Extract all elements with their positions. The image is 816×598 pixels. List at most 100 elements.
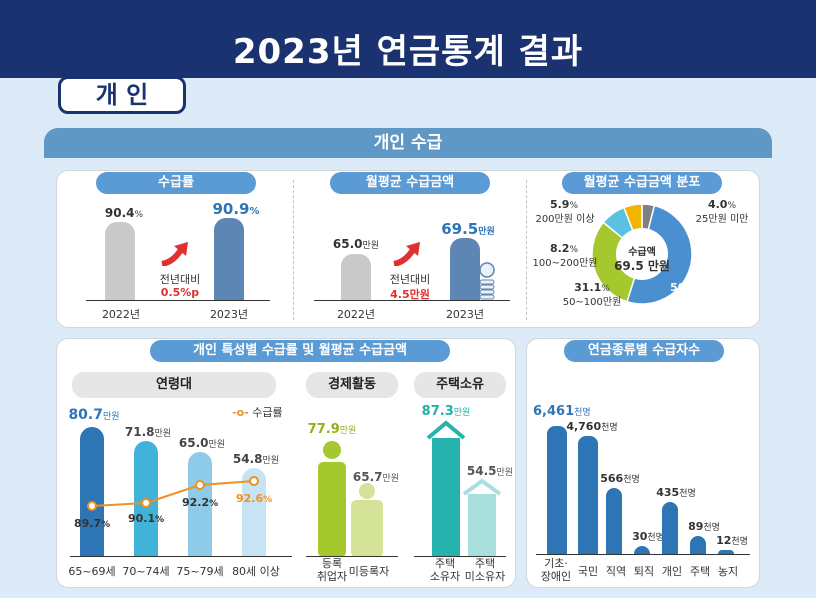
- type-cat-occupational: 직역: [605, 565, 627, 578]
- type-bar: [718, 550, 734, 554]
- rate-label-75: 92.2%: [182, 496, 219, 509]
- age-value-label: 65.0만원: [178, 436, 226, 450]
- econ-cat-unregistered: 미등록자: [348, 565, 390, 578]
- baseline: [536, 554, 750, 555]
- age-cat-65: 65~69세: [68, 565, 116, 578]
- amount-compare-value: 4.5만원: [390, 288, 430, 301]
- baseline: [70, 556, 292, 557]
- up-arrow-icon: [393, 242, 420, 266]
- type-cat-retirement: 퇴직: [633, 565, 655, 578]
- type-bar: [662, 502, 678, 554]
- header-banner: [0, 0, 816, 78]
- page-title: 2023년 연금통계 결과: [232, 32, 584, 72]
- coin-stack-icon: [479, 262, 495, 300]
- amount-bar-2023: [450, 238, 480, 300]
- employed-person-icon: [318, 441, 346, 557]
- amount-2023-label: 69.5만원: [441, 220, 495, 238]
- amount-2022-label: 65.0만원: [332, 237, 380, 251]
- distribution-donut: [591, 203, 693, 305]
- age-cat-75: 75~79세: [176, 565, 224, 578]
- type-value-label: 566천명: [600, 472, 640, 485]
- amount-cat-2023: 2023년: [445, 308, 485, 321]
- rate-line: [87, 476, 259, 511]
- amount-cat-2022: 2022년: [336, 308, 376, 321]
- pie-label-under25: 4.0%: [707, 198, 737, 211]
- type-value-label: 89천명: [688, 520, 720, 533]
- type-value-label: 12천명: [716, 534, 748, 547]
- econ-label-employed: 77.9만원: [307, 422, 357, 437]
- rate-label-65: 89.7%: [74, 517, 111, 530]
- type-value-label: 6,461천명: [533, 404, 591, 419]
- rate-compare-label: 전년대비: [159, 273, 201, 286]
- baseline: [86, 300, 270, 301]
- type-value-label: 30천명: [632, 530, 664, 543]
- house-owner-icon: [426, 420, 466, 557]
- econ-cat-employed: 등록 취업자: [316, 557, 348, 583]
- type-cat-basic: 기초· 장애인: [540, 557, 572, 583]
- rate-panel-title: 수급률: [96, 172, 256, 194]
- age-title: 연령대: [72, 372, 276, 398]
- age-cat-70: 70~74세: [122, 565, 170, 578]
- pie-label-under25-range: 25만원 미만: [695, 214, 749, 225]
- pie-label-50-100-range: 50~100만원: [562, 297, 622, 308]
- amount-panel-title: 월평균 수급금액: [330, 172, 490, 194]
- type-value-label: 435천명: [656, 486, 696, 499]
- donut-center-value: 69.5 만원: [614, 259, 670, 273]
- econ-title: 경제활동: [306, 372, 398, 398]
- baseline: [306, 556, 398, 557]
- rate-2022-label: 90.4%: [104, 206, 144, 220]
- pie-label-100-200-range: 100~200만원: [532, 258, 598, 269]
- amount-compare-label: 전년대비: [389, 273, 431, 286]
- type-cat-national: 국민: [577, 565, 599, 578]
- pie-label-25-50: 50.9%: [670, 281, 706, 294]
- econ-label-unregistered: 65.7만원: [352, 470, 400, 484]
- pie-label-25-50-range: 25~50만원: [661, 297, 715, 308]
- age-value-label: 54.8만원: [232, 452, 280, 467]
- type-bar: [606, 488, 622, 554]
- age-bar: [80, 426, 104, 556]
- type-bar: [634, 546, 650, 554]
- house-title: 주택소유: [414, 372, 506, 398]
- rate-bar-2022: [105, 222, 135, 300]
- pie-label-over200-range: 200만원 이상: [535, 214, 595, 225]
- pie-label-100-200: 8.2%: [549, 242, 579, 255]
- age-value-label: 71.8만원: [124, 425, 172, 440]
- unregistered-person-icon: [351, 483, 383, 557]
- dist-panel-title: 월평균 수급금액 분포: [562, 172, 722, 194]
- rate-label-80: 92.6%: [236, 492, 273, 505]
- type-cat-farmland: 농지: [717, 565, 739, 578]
- house-cat-owner: 주택 소유자: [429, 557, 461, 583]
- rate-cat-2022: 2022년: [101, 308, 141, 321]
- baseline: [314, 300, 510, 301]
- char-panel-title: 개인 특성별 수급률 및 월평균 수급금액: [150, 340, 450, 362]
- pie-label-50-100: 31.1%: [574, 281, 610, 294]
- type-bar: [547, 426, 567, 554]
- rate-label-70: 90.1%: [128, 512, 165, 525]
- rate-compare-value: 0.5%p: [160, 286, 200, 299]
- baseline: [414, 556, 506, 557]
- rate-2023-label: 90.9%: [212, 200, 260, 218]
- house-label-nonowner: 54.5만원: [466, 464, 514, 478]
- house-nonowner-icon: [462, 478, 502, 557]
- type-value-label: 4,760천명: [566, 420, 618, 433]
- age-value-label: 80.7만원: [68, 406, 120, 423]
- house-cat-nonowner: 주택 미소유자: [464, 557, 506, 583]
- divider: [293, 180, 294, 320]
- section-title: 개인 수급: [44, 128, 772, 158]
- type-bar: [578, 436, 598, 554]
- pie-label-over200: 5.9%: [549, 198, 579, 211]
- type-cat-housing: 주택: [689, 565, 711, 578]
- type-cat-personal: 개인: [661, 565, 683, 578]
- age-cat-80: 80세 이상: [232, 565, 280, 578]
- house-label-owner: 87.3만원: [421, 404, 471, 419]
- type-bar: [690, 536, 706, 554]
- rate-bar-2023: [214, 218, 244, 300]
- donut-center-label: 수급액: [628, 247, 656, 258]
- types-panel-title: 연금종류별 수급자수: [564, 340, 724, 362]
- divider: [526, 180, 527, 320]
- up-arrow-icon: [161, 242, 188, 266]
- legend-rate: -o- 수급률: [232, 406, 283, 419]
- age-bar: [188, 452, 212, 556]
- category-tag: 개 인: [58, 76, 186, 114]
- pie-slice: [591, 221, 643, 303]
